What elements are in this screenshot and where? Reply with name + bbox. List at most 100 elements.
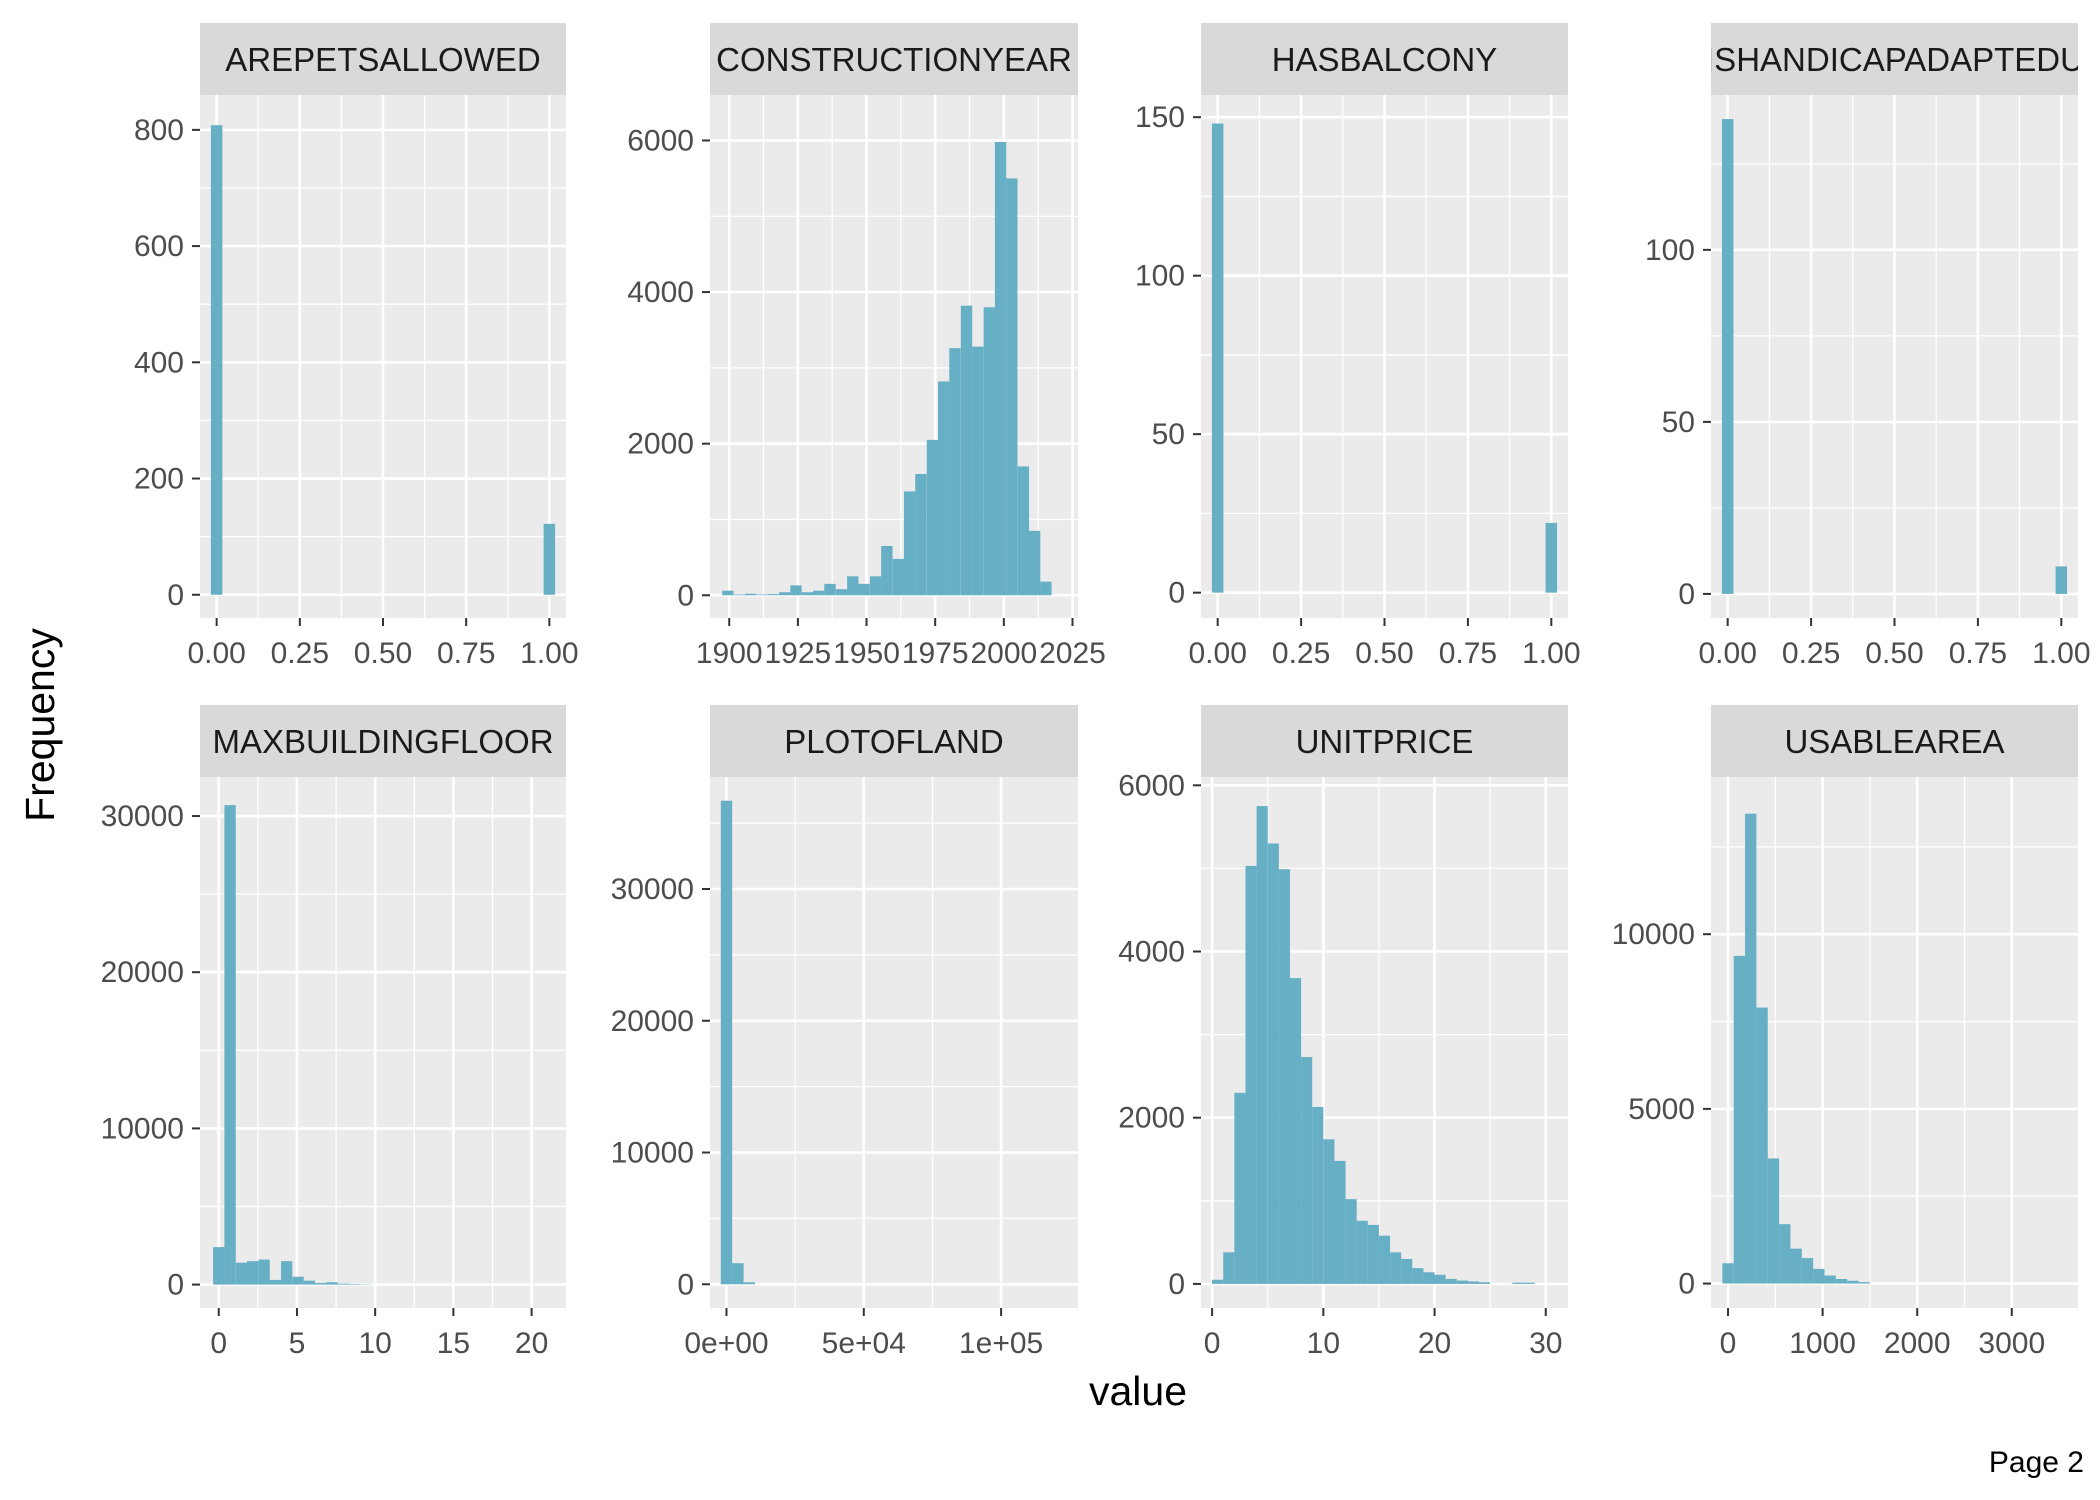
panel-hasbalcony: HASBALCONY 0.00 0.25 0.50 0.75 1.00 0 50 100 150 xyxy=(1135,23,1581,670)
minor-gridlines xyxy=(710,777,1078,1308)
x-tick-label: 0 xyxy=(1720,1327,1737,1360)
histogram-bar xyxy=(903,491,916,596)
facet-strip xyxy=(710,23,1078,95)
histogram-bar xyxy=(949,348,961,596)
y-tick-label: 20000 xyxy=(611,1005,694,1038)
facet-strip xyxy=(1201,705,1568,777)
histogram-bar xyxy=(1756,1007,1768,1284)
histogram-bar xyxy=(1401,1258,1413,1284)
histogram-bar xyxy=(213,1247,225,1285)
y-tick-label: 2000 xyxy=(627,428,694,461)
histogram-bar xyxy=(1211,123,1224,593)
histogram-bar xyxy=(1040,581,1052,596)
y-tick-label: 10000 xyxy=(101,1112,184,1145)
x-tick-label: 1.00 xyxy=(1522,637,1580,670)
histogram-bar xyxy=(1801,1258,1814,1284)
histogram-bar xyxy=(292,1276,304,1285)
facet-strip-label: AREPETSALLOWED xyxy=(225,41,540,78)
histogram-bar xyxy=(315,1283,327,1285)
histogram-bar xyxy=(337,1283,350,1285)
histogram-bar xyxy=(258,1259,270,1285)
x-axis-title: value xyxy=(1089,1368,1187,1414)
x-tick-label: 0 xyxy=(1204,1327,1221,1360)
histogram-bar xyxy=(1745,813,1757,1284)
y-tick-label: 0 xyxy=(1678,1268,1695,1301)
histogram-bar xyxy=(224,805,236,1285)
panel-arepetsallowed: AREPETSALLOWED 0.00 0.25 0.50 0.75 1.00 0 200 40… xyxy=(134,23,579,670)
histogram-bar xyxy=(1434,1274,1446,1284)
y-tick-label: 10000 xyxy=(1612,918,1695,951)
facet-strip-label: HASBALCONY xyxy=(1272,41,1498,78)
histogram-bar xyxy=(1423,1272,1435,1284)
facet-strip xyxy=(200,23,566,95)
histogram-bar xyxy=(1390,1252,1402,1284)
panel-unitprice: UNITPRICE 0 10 20 30 0 2000 4000 6000 xyxy=(1118,705,1568,1360)
histogram-bar xyxy=(813,590,825,596)
facet-strip xyxy=(1201,23,1568,95)
y-tick-label: 150 xyxy=(1135,101,1185,134)
minor-gridlines xyxy=(1711,777,2078,1308)
histogram-bar xyxy=(1523,1282,1535,1284)
x-tick-label: 5e+04 xyxy=(822,1327,906,1360)
histogram-bar xyxy=(326,1282,338,1285)
histogram-bar xyxy=(1017,466,1030,596)
x-tick-label: 2000 xyxy=(970,637,1037,670)
y-tick-label: 50 xyxy=(1662,406,1695,439)
y-tick-label: 4000 xyxy=(627,276,694,309)
histogram-bar xyxy=(720,800,733,1285)
histogram-bar xyxy=(1721,119,1734,594)
histogram-bar xyxy=(824,583,836,596)
histogram-bar xyxy=(1767,1158,1780,1284)
x-tick-label: 0.00 xyxy=(1698,637,1756,670)
x-tick-label: 1950 xyxy=(833,637,900,670)
panel-usablearea: USABLEAREA 0 1000 2000 3000 0 5000 10000 xyxy=(1612,705,2078,1360)
panel-background xyxy=(710,777,1078,1308)
histogram-bar xyxy=(1847,1280,1859,1284)
histogram-bar xyxy=(543,523,556,595)
panel-plotofland: PLOTOFLAND 0e+00 5e+04 1e+05 0 10000 20000 3000… xyxy=(611,705,1078,1360)
histogram-bar xyxy=(960,305,973,596)
y-tick-label: 5000 xyxy=(1628,1093,1695,1126)
histogram-bars xyxy=(213,805,372,1285)
x-tick-label: 1.00 xyxy=(2032,637,2090,670)
histogram-bar xyxy=(983,307,995,596)
histogram-bar xyxy=(1278,869,1290,1284)
histogram-bar xyxy=(1779,1224,1791,1284)
histogram-bars xyxy=(1722,813,1870,1284)
y-tick-label: 6000 xyxy=(1118,769,1185,802)
histogram-bar xyxy=(1323,1139,1335,1284)
x-tick-label: 15 xyxy=(437,1327,470,1360)
histogram-bars xyxy=(722,141,1052,596)
x-tick-label: 10 xyxy=(1307,1327,1340,1360)
histogram-bars xyxy=(1211,123,1558,593)
histogram-bar xyxy=(847,576,859,596)
histogram-bar xyxy=(1234,1092,1246,1284)
histogram-bars xyxy=(210,125,556,595)
histogram-bar xyxy=(994,141,1007,596)
histogram-bar xyxy=(1722,1263,1734,1284)
histogram-bar xyxy=(1245,865,1257,1284)
histogram-bars xyxy=(1212,806,1535,1284)
histogram-bar xyxy=(1334,1160,1346,1284)
x-tick-label: 1000 xyxy=(1789,1327,1856,1360)
y-tick-label: 30000 xyxy=(611,873,694,906)
facet-strip-label: MAXBUILDINGFLOOR xyxy=(212,723,553,760)
histogram-bar xyxy=(235,1262,248,1285)
histogram-bar xyxy=(835,589,848,596)
x-tick-label: 1975 xyxy=(902,637,969,670)
histogram-bar xyxy=(972,346,984,596)
y-tick-label: 400 xyxy=(134,346,184,379)
x-tick-label: 1.00 xyxy=(520,637,578,670)
x-tick-label: 30 xyxy=(1529,1327,1562,1360)
histogram-bar xyxy=(1028,530,1041,596)
y-tick-label: 0 xyxy=(677,579,694,612)
x-tick-label: 0.50 xyxy=(1865,637,1923,670)
histogram-bar xyxy=(915,473,927,596)
panel-maxbuildingfloor: MAXBUILDINGFLOOR 0 5 10 15 20 0 10000 20000 30000 xyxy=(101,705,566,1360)
y-tick-label: 50 xyxy=(1152,418,1185,451)
x-tick-label: 10 xyxy=(358,1327,391,1360)
minor-gridlines xyxy=(1201,95,1568,618)
histogram-bar xyxy=(247,1261,259,1285)
histogram-bar xyxy=(1367,1224,1379,1284)
